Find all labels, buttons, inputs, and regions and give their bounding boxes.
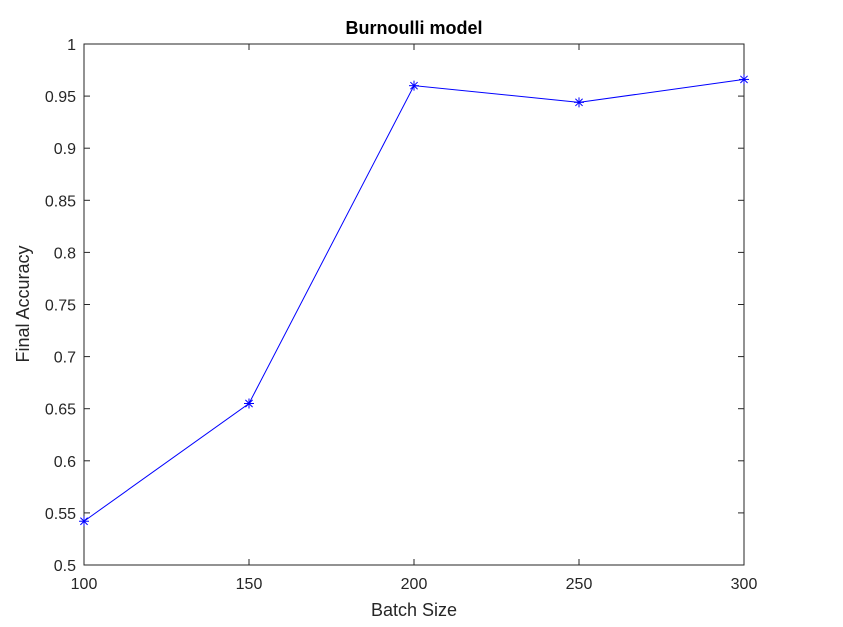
y-tick-label: 0.7 (54, 350, 76, 367)
y-tick-label: 0.85 (45, 193, 76, 210)
y-tick-label: 0.8 (54, 245, 76, 262)
y-tick-label: 0.55 (45, 506, 76, 523)
x-axis-title: Batch Size (371, 600, 457, 620)
x-tick-label: 200 (401, 576, 428, 593)
y-axis-title: Final Accuracy (13, 245, 33, 362)
y-tick-label: 0.5 (54, 558, 76, 575)
y-tick-label: 0.75 (45, 298, 76, 315)
x-tick-label: 250 (566, 576, 593, 593)
data-point (244, 398, 254, 409)
data-point (574, 97, 584, 108)
y-tick-label: 0.9 (54, 141, 76, 158)
x-tick-label: 300 (731, 576, 758, 593)
y-tick-label: 0.95 (45, 89, 76, 106)
data-point (79, 516, 89, 527)
x-axis: 100 150 200 250 300 (71, 44, 758, 593)
y-axis: 0.5 0.55 0.6 0.65 0.7 0.75 0.8 0.85 0.9 0.95 1 (45, 37, 744, 575)
data-point (409, 80, 419, 91)
y-tick-label: 0.6 (54, 454, 76, 471)
y-tick-label: 0.65 (45, 402, 76, 419)
x-tick-label: 150 (236, 576, 263, 593)
data-point (739, 74, 749, 85)
series-layer (79, 74, 749, 527)
x-tick-label: 100 (71, 576, 98, 593)
y-tick-label: 1 (67, 37, 76, 54)
chart-title: Burnoulli model (346, 18, 483, 38)
